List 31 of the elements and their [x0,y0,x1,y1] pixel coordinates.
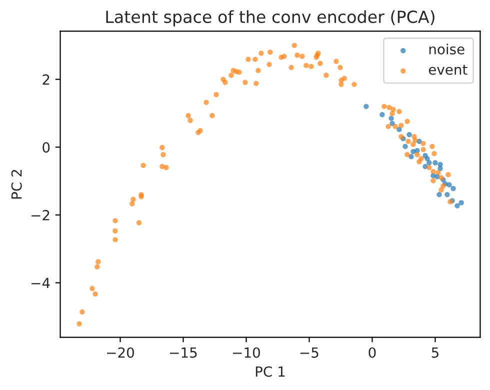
point [450,186,456,192]
y-axis-title: PC 2 [11,170,22,199]
y-tick-label: 2 [42,74,50,85]
point [424,156,430,162]
point [364,104,369,110]
point [446,182,452,188]
y-tick-label: 0 [42,142,50,153]
y-tick-label: −2 [32,210,50,220]
y-tick-label: −4 [32,278,50,288]
x-tick-label: 0 [368,347,376,358]
point [458,200,464,206]
point [406,132,412,138]
point [388,116,394,121]
chart-title: Latent space of the conv encoder (PCA) [106,10,434,26]
point [436,192,442,198]
x-tick-label: −20 [107,347,134,358]
x-tick-label: 5 [432,348,438,358]
point [402,144,408,150]
point [438,166,443,172]
point [380,112,385,118]
legend-label: noise [429,44,464,54]
x-tick-label: −10 [233,347,260,358]
point [454,203,460,208]
point [408,154,414,160]
x-tick-label: −15 [170,348,197,358]
point [396,126,402,132]
x-tick-label: −5 [300,348,318,358]
legend-label: event [428,64,468,75]
point [444,192,450,198]
point [432,160,438,166]
x-axis-title: PC 1 [256,366,285,377]
